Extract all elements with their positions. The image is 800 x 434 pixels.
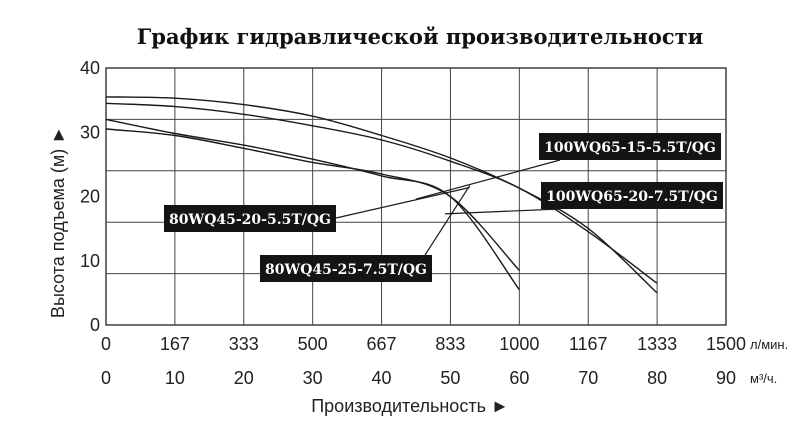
y-axis-label: Высота подъема (м) ► [48, 126, 68, 318]
leader-line [424, 185, 471, 256]
x-tick-label-primary: 167 [160, 334, 190, 354]
x-tick-label-secondary: 20 [234, 368, 254, 388]
x-tick-label-primary: 1333 [637, 334, 677, 354]
label-80wq45-20-box [164, 205, 336, 232]
label-leaders [335, 159, 561, 256]
y-tick-label: 10 [80, 251, 100, 271]
series-labels: 100WQ65-15-5.5T/QG 100WQ65-20-7.5T/QG 80WQ… [164, 133, 723, 282]
curve-100wq65-15 [105, 102, 658, 284]
label-80wq45-25-box [260, 255, 432, 282]
y-tick-label: 40 [80, 58, 100, 78]
x-tick-label-secondary: 0 [101, 368, 111, 388]
x-tick-label-secondary: 10 [165, 368, 185, 388]
label-80wq45-20: 80WQ45-20-5.5T/QG [169, 212, 331, 228]
curve-100wq65-20 [105, 96, 658, 294]
leader-line [335, 186, 470, 219]
x-tick-label-primary: 667 [367, 334, 397, 354]
x-tick-label-primary: 0 [101, 334, 111, 354]
leader-line [444, 208, 561, 215]
leader-line [415, 159, 561, 200]
x-tick-label-secondary: 80 [647, 368, 667, 388]
x-tick-label-primary: 500 [298, 334, 328, 354]
y-tick-label: 0 [90, 315, 100, 335]
x-tick-label-primary: 333 [229, 334, 259, 354]
label-80wq45-25: 80WQ45-25-7.5T/QG [265, 262, 427, 278]
x-tick-label-secondary: 30 [303, 368, 323, 388]
series-curves [105, 96, 658, 294]
label-100wq65-15: 100WQ65-15-5.5T/QG [544, 140, 716, 156]
y-tick-label: 30 [80, 122, 100, 142]
x-tick-label-secondary: 50 [440, 368, 460, 388]
x-tick-label-secondary: 60 [509, 368, 529, 388]
x-tick-label-secondary: 40 [372, 368, 392, 388]
x-tick-label-primary: 1000 [499, 334, 539, 354]
x-tick-label-primary: 833 [435, 334, 465, 354]
y-tick-label: 20 [80, 187, 100, 207]
x-unit-secondary: м³/ч. [750, 371, 777, 386]
x-tick-label-secondary: 70 [578, 368, 598, 388]
curve-80wq45-25 [105, 118, 520, 291]
label-100wq65-20-box [541, 182, 723, 209]
x-unit-primary: л/мин. [750, 337, 788, 352]
label-100wq65-15-box [539, 133, 721, 160]
x-tick-label-primary: 1500 [706, 334, 746, 354]
chart-title: График гидравлической производительности [137, 24, 703, 49]
x-tick-label-primary: 1167 [569, 334, 608, 354]
x-tick-label-secondary: 90 [716, 368, 736, 388]
label-100wq65-20: 100WQ65-20-7.5T/QG [546, 189, 718, 205]
plot-frame [105, 67, 727, 326]
x-axis-label: Производительность ► [311, 396, 509, 416]
